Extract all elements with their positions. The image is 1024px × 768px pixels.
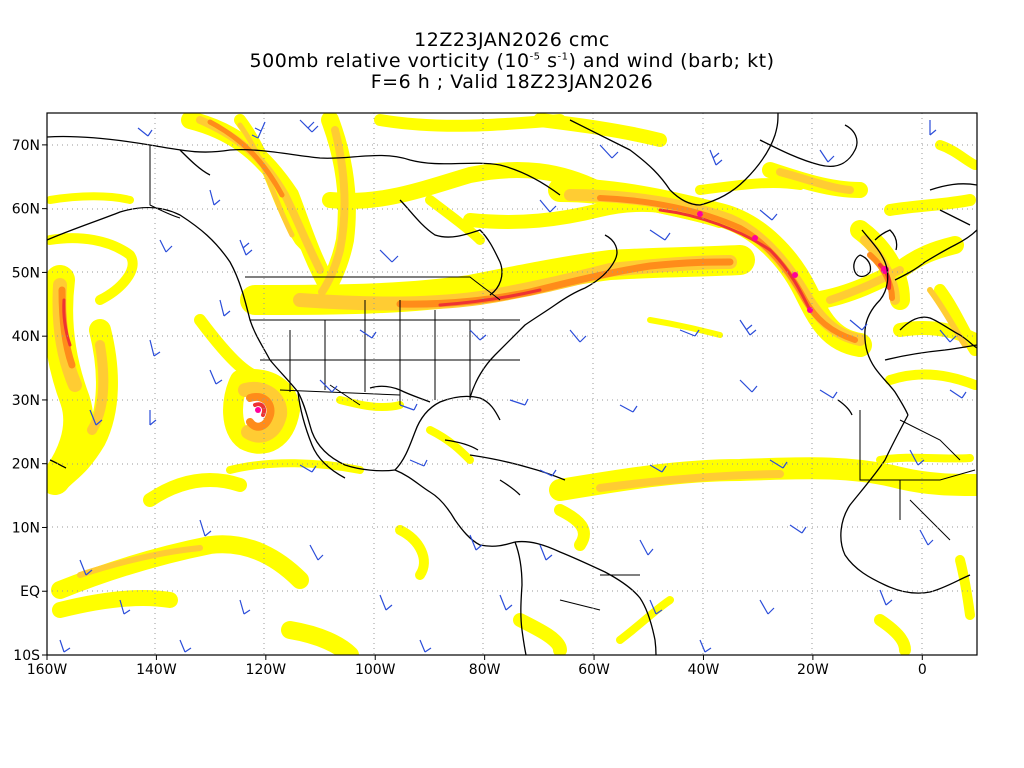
title-field-pre: 500mb relative vorticity (10	[249, 50, 530, 72]
lon-tick-label: 100W	[355, 662, 396, 678]
title-run: 12Z23JAN2026 cmc	[414, 29, 610, 51]
lat-tick-label: 30N	[12, 393, 40, 409]
lat-tick-label: 70N	[12, 138, 40, 154]
lon-tick-label: 80W	[469, 662, 501, 678]
lon-tick-label: 120W	[246, 662, 287, 678]
coastlines	[47, 113, 977, 655]
longitude-axis: 160W 140W 120W 100W 80W 60W 40W 20W 0	[27, 655, 927, 678]
latitude-axis: 70N 60N 50N 40N 30N 20N 10N EQ 10S	[12, 138, 47, 664]
lat-tick-label: 20N	[12, 457, 40, 473]
title-field-mid: s	[540, 50, 558, 72]
title-field: 500mb relative vorticity (10-5 s-1) and …	[0, 51, 1024, 72]
plot-area	[47, 113, 977, 655]
lon-tick-label: 40W	[688, 662, 720, 678]
lon-tick-label: 140W	[136, 662, 177, 678]
gridlines	[47, 113, 977, 655]
lon-tick-label: 0	[918, 662, 927, 678]
lat-tick-label: EQ	[20, 584, 40, 600]
vorticity-peaks	[255, 211, 889, 413]
title-exp-1: -5	[529, 51, 541, 63]
lat-tick-label: 40N	[12, 329, 40, 345]
title-exp-2: -1	[557, 51, 569, 63]
title-field-post: ) and wind (barb; kt)	[568, 50, 775, 72]
vorticity-contours-low	[47, 113, 977, 655]
plot-border	[46, 112, 978, 656]
wind-barbs	[59, 119, 967, 653]
lat-tick-label: 10S	[13, 648, 40, 664]
vorticity-contours-mid	[52, 116, 968, 578]
lat-tick-label: 60N	[12, 202, 40, 218]
lon-tick-label: 20W	[797, 662, 829, 678]
lat-tick-label: 10N	[12, 520, 40, 536]
lon-tick-label: 60W	[578, 662, 610, 678]
lon-tick-label: 160W	[27, 662, 68, 678]
map-title: 12Z23JAN2026 cmc 500mb relative vorticit…	[0, 30, 1024, 93]
lat-tick-label: 50N	[12, 265, 40, 281]
title-valid: F=6 h ; Valid 18Z23JAN2026	[370, 71, 654, 93]
